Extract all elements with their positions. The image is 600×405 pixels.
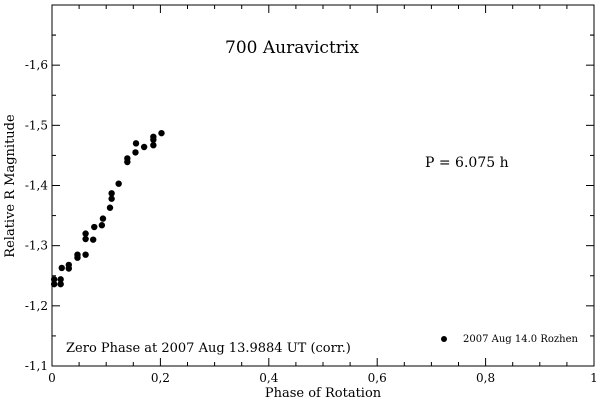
data-point [108,195,115,202]
y-axis-title: Relative R Magnitude [3,114,18,258]
y-tick-label: -1,4 [25,179,49,193]
data-point [50,276,58,283]
legend-label: 2007 Aug 14.0 Rozhen [463,334,578,345]
data-point [150,133,157,140]
data-point [158,129,165,137]
x-tick-label: 1 [590,371,598,385]
x-tick-label: 0,8 [476,371,495,385]
data-point [91,223,98,231]
data-point [150,141,157,149]
y-tick-label: -1,3 [25,239,48,253]
data-point [82,230,89,237]
data-point [108,190,115,197]
legend-marker [441,336,447,342]
data-point [89,236,97,243]
data-point [98,222,106,229]
data-point [57,280,64,288]
period-annotation: P = 6.075 h [425,155,509,171]
ticks-layer: 0 0,2 0,4 0,6 0,8 1 -1,1 -1,2 -1,3 -1,4 -1,5 -1,6 [25,5,598,385]
y-tick-label: -1,5 [25,118,48,132]
data-point [82,251,89,258]
x-axis-title: Phase of Rotation [265,386,382,400]
data-point [50,280,58,288]
x-tick-label: 0,4 [259,371,278,385]
x-tick-label: 0,6 [368,371,387,385]
data-point [140,143,148,151]
x-tick-label: 0,2 [151,371,170,385]
chart-title: 700 Auravictrix [225,38,359,58]
data-point [57,276,64,283]
data-point [124,155,131,162]
data-point [65,261,73,269]
data-point [99,215,107,222]
zero-phase-annotation: Zero Phase at 2007 Aug 13.9884 UT (corr.… [66,341,351,356]
data-point [82,235,89,243]
data-point [106,204,114,211]
points-layer [50,129,165,288]
x-tick-label: 0 [48,371,56,385]
plot-frame [51,4,595,367]
data-point [115,180,122,187]
data-point [58,264,65,272]
data-point [132,140,140,147]
data-point [74,251,81,258]
y-tick-label: -1,1 [25,359,48,373]
y-tick-label: -1,6 [25,58,48,72]
data-point [132,149,139,156]
y-tick-label: -1,2 [25,299,48,313]
